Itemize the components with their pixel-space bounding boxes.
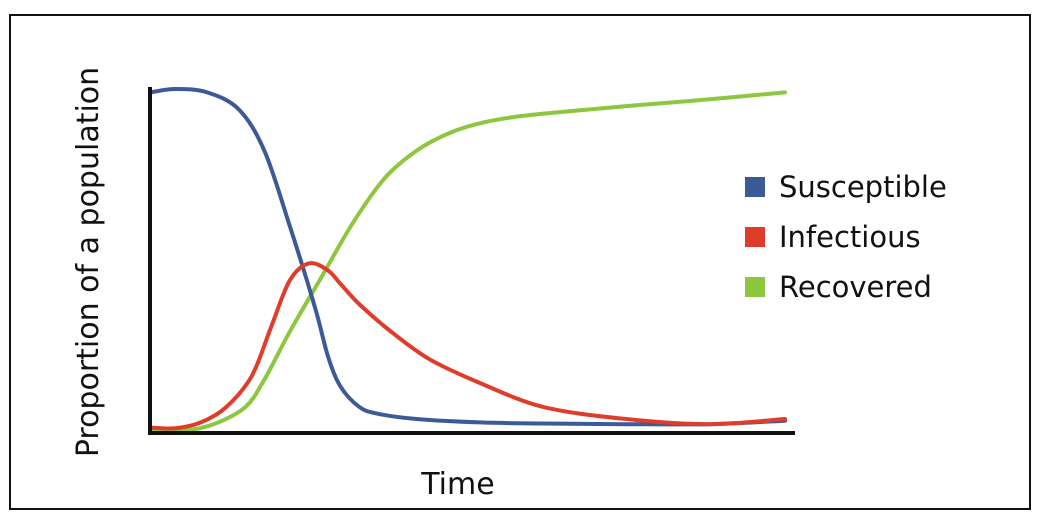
legend-item-susceptible: Susceptible — [745, 170, 947, 204]
chart-frame — [9, 14, 1031, 510]
legend-label: Susceptible — [779, 170, 947, 204]
series-line-infectious — [148, 261, 787, 431]
legend: Susceptible Infectious Recovered — [745, 170, 947, 304]
legend-item-recovered: Recovered — [745, 270, 932, 304]
legend-swatch — [745, 227, 765, 247]
legend-swatch — [745, 177, 765, 197]
series-lines — [148, 87, 787, 434]
x-axis-label: Time — [420, 467, 494, 502]
y-axis-label: Proportion of a population — [71, 67, 106, 457]
legend-item-infectious: Infectious — [745, 220, 921, 254]
legend-swatch — [745, 277, 765, 297]
series-line-susceptible — [148, 87, 787, 427]
legend-label: Recovered — [779, 270, 932, 304]
series-line-recovered — [148, 90, 787, 434]
legend-label: Infectious — [779, 220, 921, 254]
